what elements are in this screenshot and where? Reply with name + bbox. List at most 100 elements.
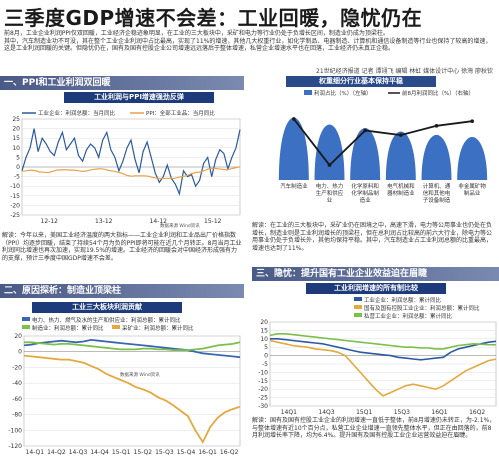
- y-tick-label: -25: [258, 395, 268, 402]
- chart1-y-axis: 25 20 15 10 5 0 -5 -10 -15 -20 -25: [10, 116, 20, 219]
- chart2-credit: 数据来源 Wind资讯: [120, 371, 160, 378]
- y-tick-label: 15: [12, 135, 20, 142]
- category-label: 汽车制造业: [280, 182, 308, 190]
- y-tick-label: 25: [12, 116, 20, 123]
- category-label: 制品业: [464, 189, 481, 197]
- chart4-series: [269, 332, 497, 397]
- chart2-x-axis: 14-Q1 14-Q2 14-Q3 14-Q4 15-Q1 15-Q2 15-Q3 15-Q4…: [26, 449, 239, 456]
- legend-swatch-share: [304, 90, 312, 95]
- legend-mining: 采矿业：利润总额：累计同比: [122, 324, 194, 332]
- chart1-legend: 工业企业：利润总额：当月同比 PPI：全部工业品：当月同比: [22, 109, 215, 117]
- chart1-x-axis: 12-12 13-12 14-12 15-12: [41, 218, 222, 225]
- x-tick-label: 14-Q2: [47, 449, 66, 456]
- chart-three-sectors: 电力、热力、燃气及水的生产和供应业：利润总额：累计同比 制造业：利润总额：累计同…: [8, 316, 241, 456]
- y-tick-label: -40: [12, 380, 22, 387]
- growth-point: [363, 128, 367, 133]
- legend-swatch-state: [354, 305, 362, 309]
- x-tick-label: 15-Q3: [155, 449, 174, 456]
- legend-manufacturing: 制造业：利润总额：累计同比: [32, 324, 104, 332]
- legend-swatch-manufacturing: [22, 325, 30, 329]
- category-label: 子设备制造: [423, 196, 451, 204]
- page-title: 三季度GDP增速不会差：工业回暖，隐忧仍在: [4, 6, 423, 30]
- growth-point: [434, 124, 439, 128]
- y-tick-label: 0: [264, 353, 268, 360]
- x-tick-label: 14-Q1: [26, 449, 45, 456]
- plot-frame: [23, 335, 241, 447]
- section3-subtitle: 工业利润增速的所有制比较: [306, 283, 446, 294]
- y-tick-label: 15: [260, 327, 268, 334]
- y-tick-label: -5: [14, 174, 20, 181]
- share-hump: [314, 124, 345, 180]
- growth-point: [399, 133, 403, 137]
- x-tick-label: 15Q1: [356, 409, 372, 416]
- legend-swatch-mining: [112, 325, 120, 329]
- share-hump: [350, 127, 381, 180]
- y-tick-label: -25: [10, 212, 20, 219]
- share-title: 权重细分行业基本保持平稳: [286, 76, 436, 87]
- y-tick-label: -120: [8, 443, 22, 450]
- chart-ownership: 工业企业：利润总额：累计同比 国有及国有控股工业企业：利润总额：累计同比 私营工…: [258, 296, 497, 416]
- y-tick-label: 10: [12, 145, 20, 152]
- category-label: 业: [327, 196, 333, 204]
- x-tick-label: 12-12: [41, 218, 59, 225]
- series-line-0: [270, 337, 497, 361]
- x-tick-label: 15-Q2: [134, 449, 153, 456]
- growth-point: [470, 119, 474, 124]
- legend-all: 工业企业：利润总额：累计同比: [364, 296, 442, 304]
- x-tick-label: 14-12: [150, 218, 168, 225]
- y-tick-label: -20: [10, 202, 20, 209]
- x-tick-label: 16Q2: [469, 409, 485, 416]
- category-label: 电力、热力: [316, 182, 344, 190]
- legend-private: 私营工业企业：利润总额：累计同比: [364, 312, 453, 320]
- chart1-credit: 数据来源 Wind资讯: [160, 222, 200, 229]
- byline: 21世纪经济报道 记者 谭翊飞 编辑 林虹 媒体设计中心 徐灣 廖秋钦: [316, 68, 493, 75]
- category-label: 器材制造业: [387, 189, 415, 197]
- chart3-legend: 利润占比（%）（左轴） 前8月利润同比（%）（右轴）: [304, 89, 474, 97]
- x-tick-label: 14-Q3: [69, 449, 88, 456]
- y-tick-label: -20: [258, 386, 268, 393]
- y-tick-label: 20: [12, 126, 20, 133]
- x-tick-label: 15-Q4: [177, 449, 196, 456]
- y-tick-label: 5: [264, 344, 268, 351]
- legend-swatch-power: [22, 317, 30, 321]
- y-tick-label: 5: [16, 154, 20, 161]
- x-tick-label: 15-12: [204, 218, 222, 225]
- y-tick-label: -10: [258, 369, 268, 376]
- legend-growth: 前8月利润同比（%）（右轴）: [402, 89, 474, 97]
- series-line-1: [269, 339, 497, 397]
- legend-state: 国有及国有控股工业企业：利润总额：累计同比: [364, 304, 480, 312]
- category-label: 非金属矿物: [458, 182, 486, 190]
- legend-swatch-all: [354, 297, 362, 301]
- chart2-legend: 电力、热力、燃气及水的生产和供应业：利润总额：累计同比 制造业：利润总额：累计同…: [22, 316, 194, 332]
- y-tick-label: 20: [260, 319, 268, 326]
- chart1-series: [21, 128, 241, 197]
- x-tick-label: 14-Q4: [90, 449, 109, 456]
- series-line-1: [21, 166, 241, 179]
- y-tick-label: -100: [8, 427, 22, 434]
- share-hump: [385, 131, 416, 180]
- chart1-grid: [21, 118, 241, 216]
- chart4-x-axis: 14Q1 14Q3 15Q1 15Q3 16Q1 16Q2: [281, 409, 486, 416]
- x-tick-label: 13-12: [95, 218, 113, 225]
- series-line-1: [24, 341, 241, 351]
- growth-point: [292, 117, 296, 121]
- x-tick-label: 15Q3: [394, 409, 410, 416]
- chart4-grid: [269, 321, 497, 407]
- share-hump: [457, 136, 488, 180]
- section1-note: 解读：今年以来，美国工业经济温度的两大指标——工业企业利润和工业品出厂价格指数（…: [2, 232, 242, 262]
- x-tick-label: 16Q1: [431, 409, 447, 416]
- chart-profit-ppi: 25 20 15 10 5 0 -5 -10 -15 -20 -25 12-12 13-12 14-12…: [10, 109, 241, 229]
- y-tick-label: -10: [10, 183, 20, 190]
- share-hump: [278, 117, 309, 180]
- category-label: 造业: [360, 196, 372, 204]
- series-line-2: [269, 332, 497, 350]
- intro-paragraph-1: 前8月，工业企业利润PPI仅双回暖，工业经济企稳迹象明显，在工业的三大板块中，采…: [4, 30, 389, 37]
- section1-subtitle: 工业利润与PPI增速强劲反弹: [64, 92, 214, 103]
- category-label: 生产和供应: [316, 189, 344, 197]
- y-tick-label: 0: [16, 164, 20, 171]
- y-tick-label: -80: [12, 412, 22, 419]
- category-label: 化学制品制: [351, 189, 379, 197]
- section1-title: 一、PPI和工业利润双回暖: [0, 76, 244, 90]
- y-tick-label: -5: [262, 361, 268, 368]
